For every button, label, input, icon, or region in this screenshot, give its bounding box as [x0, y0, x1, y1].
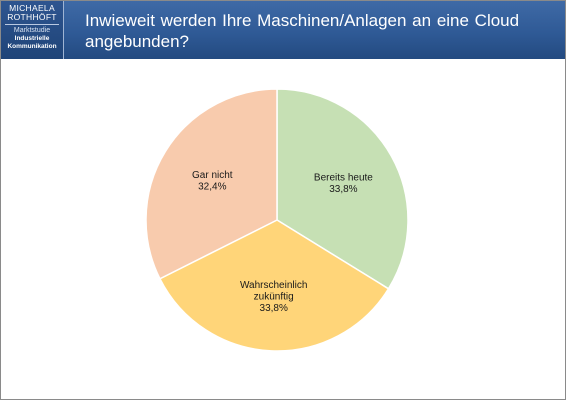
- brand-logo: MICHAELA ROTHHÖFT Marktstudie Industriel…: [1, 1, 64, 59]
- pie-slice-value: 32,4%: [198, 181, 226, 192]
- logo-line-2: ROTHHÖFT: [7, 12, 57, 22]
- logo-line-3: Marktstudie: [13, 27, 51, 34]
- pie-slice-value: 33,8%: [329, 184, 357, 195]
- pie-slice-0: [276, 88, 409, 290]
- pie-slice-category: Bereits heute: [314, 173, 373, 184]
- page-title: Inwieweit werden Ihre Maschinen/Anlagen …: [85, 11, 520, 51]
- pie-slice-label-2: Gar nicht 32,4%: [192, 170, 233, 193]
- pie-slice-category: Wahrscheinlich: [240, 280, 307, 291]
- pie-slice-2: [145, 88, 278, 280]
- logo-line-1: MICHAELA: [9, 3, 55, 13]
- header-bar: MICHAELA ROTHHÖFT Marktstudie Industriel…: [1, 1, 565, 59]
- pie-slice-value: 33,8%: [260, 303, 288, 314]
- logo-line-4: Industrielle: [14, 35, 50, 42]
- pie-slice-label-1: Wahrscheinlich zukünftig 33,8%: [240, 280, 307, 314]
- logo-line-5: Kommunikation: [7, 42, 57, 50]
- pie-slice-1: [158, 219, 390, 352]
- pie-slice-category: Gar nicht: [192, 170, 233, 181]
- pie-slice-label-0: Bereits heute 33,8%: [314, 173, 373, 196]
- logo-divider: [5, 24, 59, 25]
- pie-slice-category: zukünftig: [254, 291, 294, 302]
